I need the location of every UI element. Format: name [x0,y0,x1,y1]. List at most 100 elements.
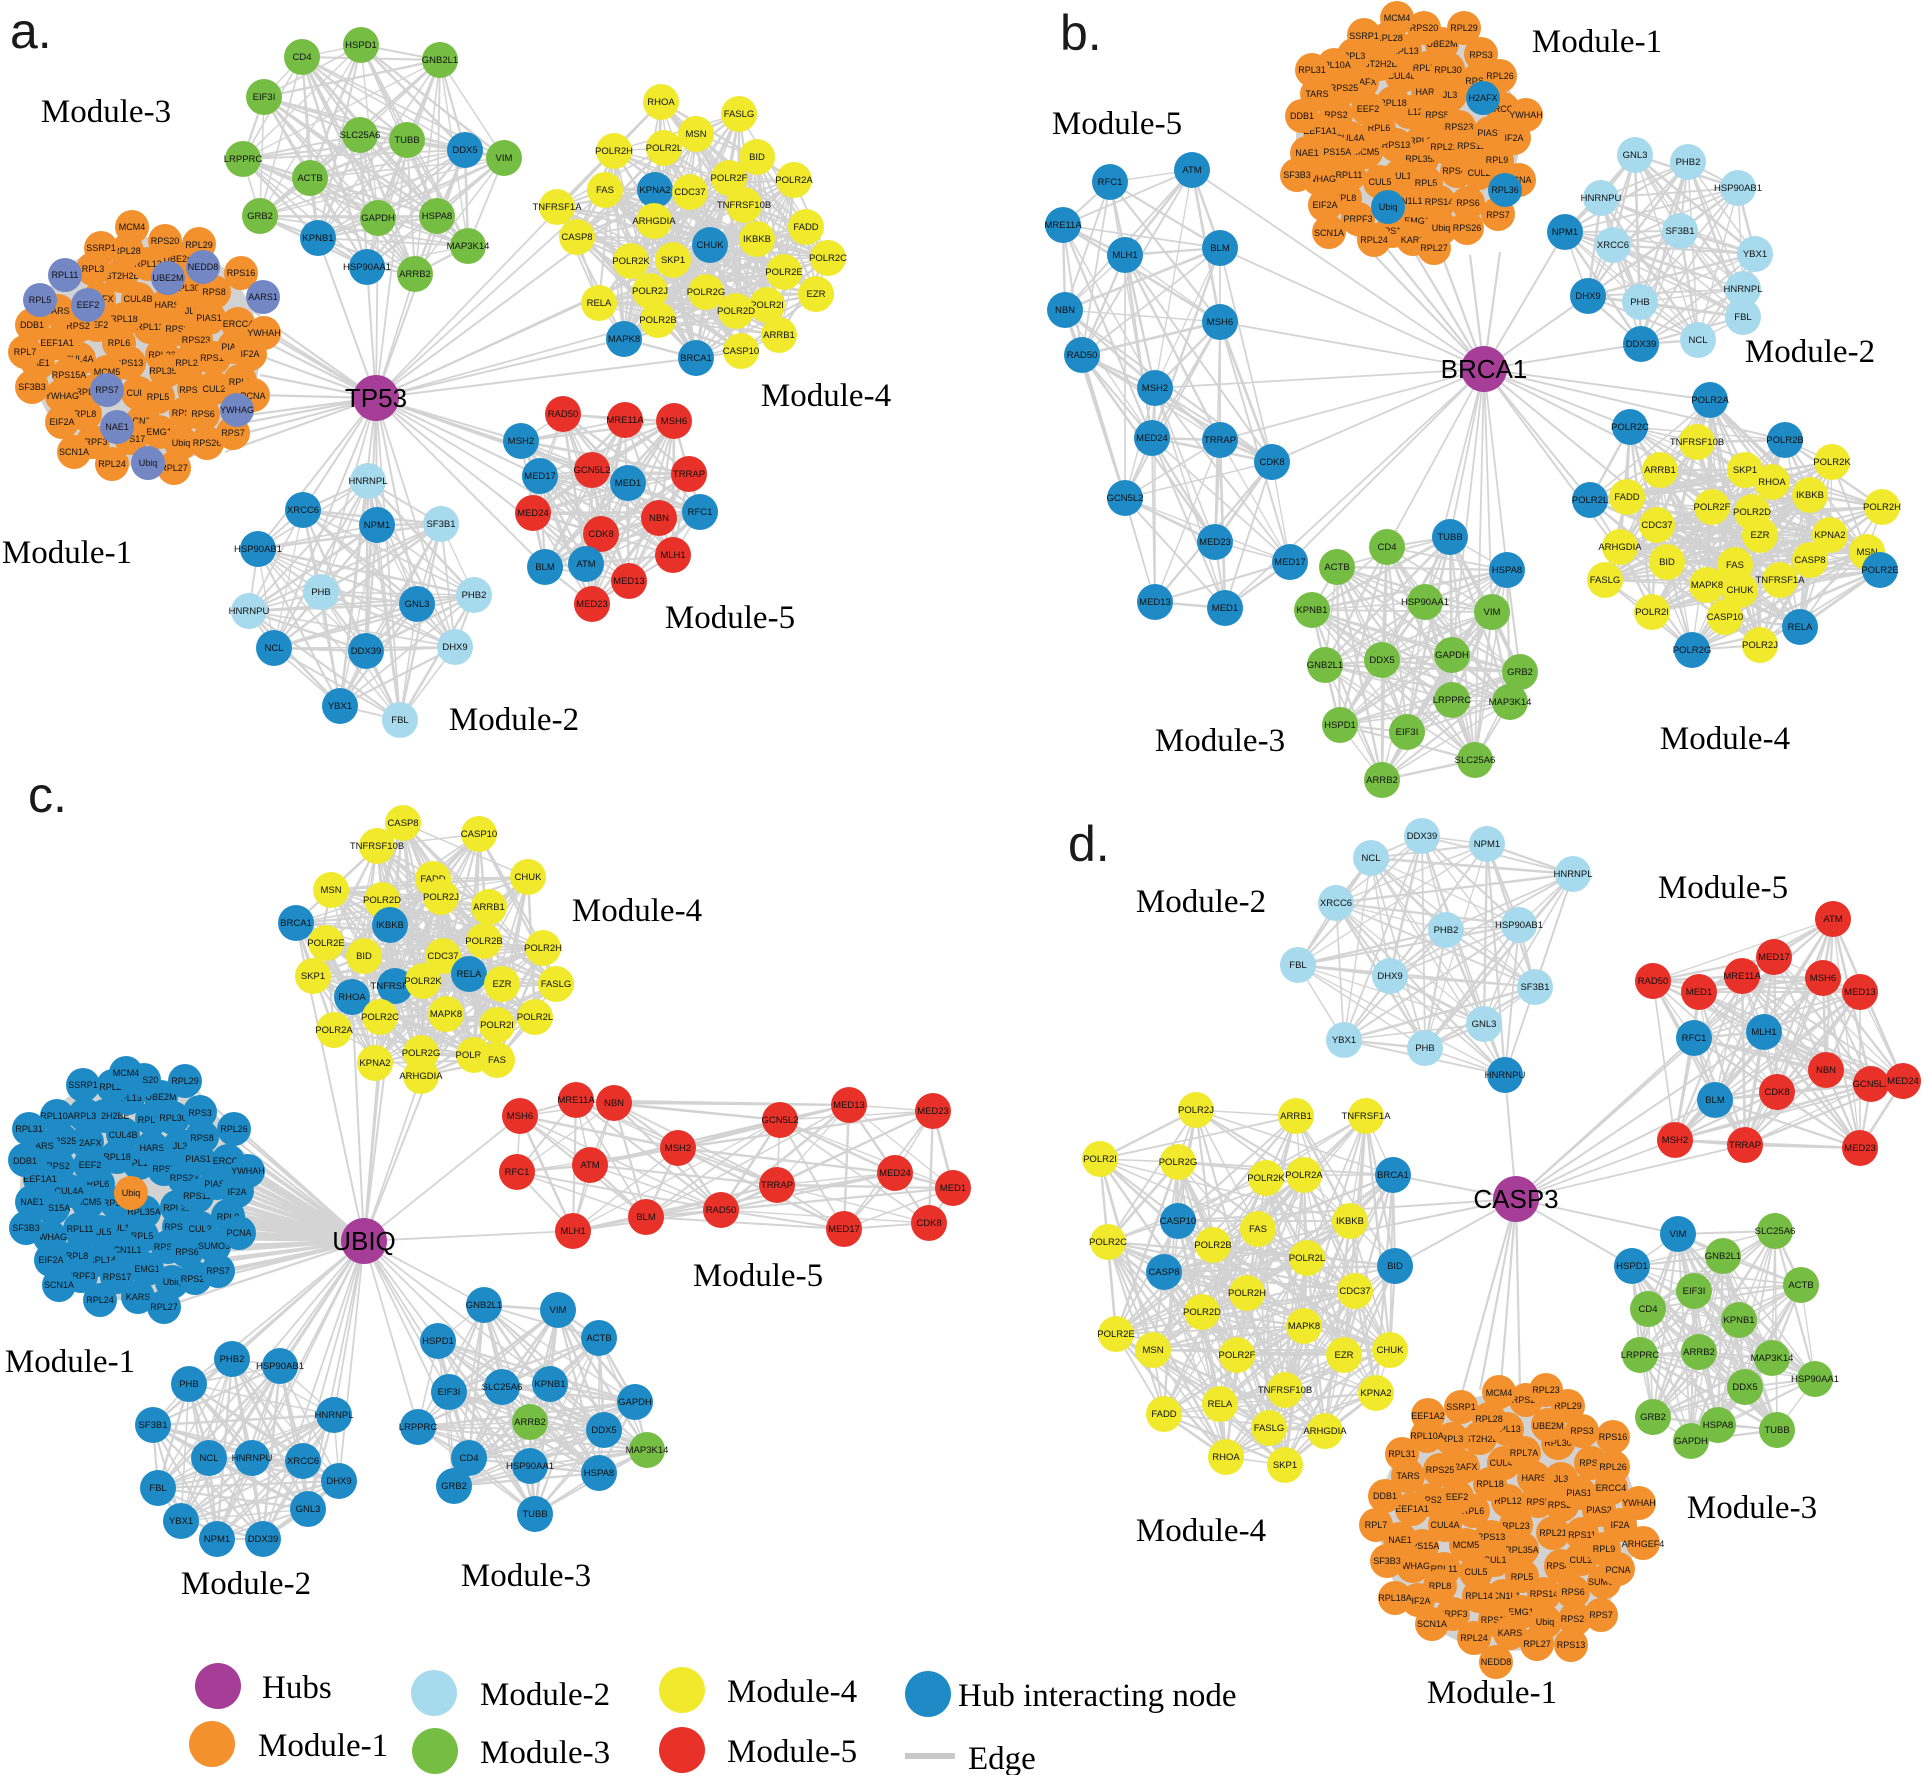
svg-text:RPS26: RPS26 [193,438,222,448]
svg-text:SKP1: SKP1 [301,971,325,982]
svg-text:RPL21: RPL21 [175,358,203,368]
svg-text:SSRP1: SSRP1 [68,1080,98,1090]
svg-text:RPL29: RPL29 [1554,1401,1582,1411]
svg-text:RPS13: RPS13 [115,358,144,368]
svg-text:DDX39: DDX39 [1407,831,1438,842]
svg-text:BRCA1: BRCA1 [680,353,712,364]
svg-text:CUL1: CUL1 [1388,171,1411,181]
svg-text:EIF3I: EIF3I [1396,727,1419,738]
svg-text:RPS25: RPS25 [48,1136,77,1146]
svg-text:RPL26: RPL26 [220,1124,248,1134]
svg-text:EMG1: EMG1 [1508,1607,1534,1617]
svg-text:DHX9: DHX9 [1575,291,1600,302]
svg-text:Module-5: Module-5 [665,600,795,636]
svg-text:CUL2: CUL2 [202,384,225,394]
svg-text:CASP8: CASP8 [561,232,592,243]
svg-text:EIF2A: EIF2A [1405,1596,1430,1606]
svg-text:DHX9: DHX9 [326,1476,351,1487]
svg-text:RPS17: RPS17 [103,1272,132,1282]
svg-text:MAP3K14: MAP3K14 [1489,697,1532,708]
svg-text:TNFRSF10B: TNFRSF10B [1258,1385,1312,1396]
svg-text:MAP3K14: MAP3K14 [626,1445,669,1456]
svg-text:ARRB1: ARRB1 [763,330,795,341]
svg-text:RPS3: RPS3 [1570,1426,1594,1436]
svg-text:IKBKB: IKBKB [1336,1216,1364,1227]
svg-text:POLR2E: POLR2E [1097,1329,1135,1340]
svg-text:RPL26: RPL26 [1486,71,1514,81]
svg-text:Ubiq: Ubiq [172,438,191,448]
svg-text:RPS17: RPS17 [1481,1615,1510,1625]
svg-text:RPS14: RPS14 [172,408,201,418]
svg-text:TARS: TARS [1396,1471,1419,1481]
svg-text:NBN: NBN [649,513,669,524]
svg-text:RPS16: RPS16 [227,268,256,278]
svg-text:RPS16: RPS16 [1599,1432,1628,1442]
svg-text:SCN1A: SCN1A [1314,228,1344,238]
svg-text:RPS15A: RPS15A [36,1203,71,1213]
svg-text:RPL14: RPL14 [88,1255,116,1265]
svg-text:CUL4A: CUL4A [54,1186,83,1196]
svg-text:EZR: EZR [807,289,826,300]
svg-text:RPL12: RPL12 [125,1158,153,1168]
svg-text:ERCC4: ERCC4 [223,319,254,329]
svg-text:GRB2: GRB2 [1640,1412,1666,1423]
svg-text:ARHGDIA: ARHGDIA [399,1071,443,1082]
svg-text:RPL30: RPL30 [1544,1438,1572,1448]
svg-text:POLR2F: POLR2F [1219,1350,1256,1361]
svg-text:NCL: NCL [1361,853,1380,864]
svg-text:GAPDH: GAPDH [361,213,395,224]
svg-text:PIAS2: PIAS2 [221,342,247,352]
svg-text:SKP1: SKP1 [1733,465,1757,476]
svg-text:IKBKB: IKBKB [743,234,771,245]
svg-text:RPS20: RPS20 [1410,23,1439,33]
svg-text:EEF2: EEF2 [86,320,109,330]
svg-text:RPL3: RPL3 [82,264,105,274]
svg-text:a.: a. [10,3,52,59]
svg-text:HARS: HARS [1521,1473,1546,1483]
svg-text:SF3B1: SF3B1 [426,519,455,530]
svg-text:MCM4: MCM4 [1486,1388,1513,1398]
svg-text:MED1: MED1 [940,1183,966,1194]
svg-text:POLR2H: POLR2H [1863,502,1901,513]
svg-text:CDK8: CDK8 [1764,1087,1789,1098]
svg-text:YBX1: YBX1 [328,701,352,712]
svg-text:ERCC4: ERCC4 [1488,104,1519,114]
svg-text:NBN: NBN [604,1098,624,1109]
svg-text:PHB: PHB [179,1379,199,1390]
svg-text:DDX39: DDX39 [1626,339,1657,350]
svg-text:FAS: FAS [596,185,614,196]
svg-text:HSPA8: HSPA8 [584,1468,614,1479]
svg-text:YWHAH: YWHAH [247,328,281,338]
svg-text:RPL29: RPL29 [171,1076,199,1086]
svg-text:RPL5: RPL5 [29,295,52,305]
svg-text:CUL4B: CUL4B [1489,1458,1518,1468]
svg-text:PCNA: PCNA [226,1228,251,1238]
svg-text:PRPF3: PRPF3 [1343,214,1372,224]
svg-text:RELA: RELA [1208,1399,1233,1410]
svg-text:RHOA: RHOA [1758,477,1786,488]
svg-text:POLR2H: POLR2H [1228,1288,1266,1299]
svg-text:XRCC6: XRCC6 [287,505,319,516]
svg-text:NEDD8: NEDD8 [188,262,219,272]
svg-text:RPL21: RPL21 [1539,1528,1567,1538]
svg-text:POLR2F: POLR2F [711,173,748,184]
svg-text:YWHAG: YWHAG [45,391,79,401]
svg-text:b.: b. [1060,5,1102,61]
svg-text:PHB: PHB [1630,297,1650,308]
svg-text:MED17: MED17 [1758,952,1790,963]
svg-text:POLR2B: POLR2B [639,315,677,326]
svg-text:PRPF3: PRPF3 [78,437,107,447]
svg-text:MED23: MED23 [1844,1143,1876,1154]
svg-text:ARHGDIA: ARHGDIA [1303,1426,1347,1437]
svg-text:CASP10: CASP10 [723,346,759,357]
svg-text:RPL11: RPL11 [1431,1564,1458,1574]
svg-text:Module-5: Module-5 [727,1734,857,1770]
svg-text:HIST2H2BE: HIST2H2BE [1354,59,1403,69]
svg-text:RPL24: RPL24 [98,459,126,469]
svg-text:RHOA: RHOA [338,992,366,1003]
svg-text:MED13: MED13 [1139,597,1171,608]
svg-text:MSN: MSN [1856,547,1877,558]
svg-text:MED24: MED24 [879,1168,911,1179]
svg-text:RPL24: RPL24 [86,1295,114,1305]
svg-text:CDC37: CDC37 [1339,1286,1370,1297]
